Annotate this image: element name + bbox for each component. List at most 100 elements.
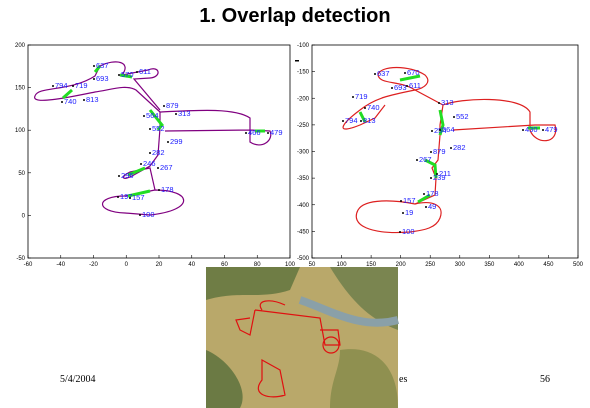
point-dot — [431, 130, 433, 132]
footer-text: es — [399, 374, 407, 385]
point-dot — [118, 175, 120, 177]
x-tick-label: -60 — [24, 262, 33, 268]
point-label: 282 — [453, 143, 466, 152]
point-label: 794 — [345, 116, 358, 125]
point-dot — [342, 120, 344, 122]
point-dot — [450, 147, 452, 149]
x-tick-label: 80 — [254, 262, 261, 268]
x-tick-label: 450 — [543, 262, 554, 268]
point-dot — [136, 71, 138, 73]
point-dot — [400, 200, 402, 202]
point-dot — [352, 96, 354, 98]
point-label: 246 — [143, 159, 156, 168]
point-label: 157 — [403, 196, 416, 205]
x-tick-label: 400 — [514, 262, 525, 268]
point-label: 637 — [377, 69, 390, 78]
point-dot — [542, 129, 544, 131]
point-dot — [149, 128, 151, 130]
point-label: 267 — [160, 163, 173, 172]
point-dot — [360, 120, 362, 122]
y-tick-label: -50 — [16, 256, 25, 262]
y-tick-label: -300 — [297, 150, 310, 156]
x-tick-label: 100 — [285, 262, 296, 268]
point-dot — [404, 72, 406, 74]
point-label: 693 — [394, 83, 407, 92]
point-label: 430 — [525, 125, 538, 134]
point-label: 479 — [545, 125, 558, 134]
point-dot — [402, 212, 404, 214]
point-dot — [416, 159, 418, 161]
y-tick-label: 200 — [15, 43, 26, 49]
y-tick-label: -150 — [297, 70, 310, 76]
point-dot — [364, 107, 366, 109]
point-dot — [117, 196, 119, 198]
point-dot — [391, 87, 393, 89]
point-dot — [430, 151, 432, 153]
y-tick-label: -250 — [297, 123, 310, 129]
point-label: 49 — [428, 202, 436, 211]
slide: 1. Overlap detection 5/4/2004 es 56 -60-… — [0, 0, 590, 408]
point-dot — [430, 177, 432, 179]
x-tick-label: 200 — [396, 262, 407, 268]
y-tick-label: 0 — [22, 213, 26, 219]
point-dot — [83, 99, 85, 101]
x-tick-label: 100 — [337, 262, 348, 268]
point-label: 282 — [152, 148, 165, 157]
point-dot — [267, 132, 269, 134]
y-tick-label: -100 — [297, 43, 310, 49]
point-label: 637 — [96, 61, 109, 70]
point-label: 100 — [142, 210, 155, 219]
point-label: 740 — [367, 103, 380, 112]
point-dot — [438, 102, 440, 104]
y-tick-label: 50 — [18, 171, 25, 177]
footer-page-number: 56 — [540, 374, 550, 385]
point-dot — [61, 101, 63, 103]
y-tick-label: 150 — [15, 86, 26, 92]
point-dot — [143, 115, 145, 117]
point-label: 719 — [355, 92, 368, 101]
x-tick-label: 50 — [309, 262, 316, 268]
point-dot — [374, 73, 376, 75]
x-tick-label: 250 — [425, 262, 436, 268]
point-label: 813 — [363, 116, 376, 125]
map-photo — [206, 267, 398, 408]
point-dot — [72, 85, 74, 87]
x-tick-label: 60 — [221, 262, 228, 268]
point-dot — [406, 85, 408, 87]
x-tick-label: 40 — [188, 262, 195, 268]
point-dot — [158, 189, 160, 191]
point-dot — [93, 65, 95, 67]
point-dot — [399, 231, 401, 233]
point-label: 813 — [86, 95, 99, 104]
point-label: 611 — [409, 81, 421, 90]
point-dot — [425, 206, 427, 208]
point-dot — [118, 74, 120, 76]
point-label: 479 — [270, 128, 283, 137]
point-dot — [423, 193, 425, 195]
point-label: 670 — [407, 68, 420, 77]
point-dot — [453, 116, 455, 118]
x-tick-label: 300 — [455, 262, 466, 268]
point-label: 466 — [248, 128, 261, 137]
point-label: 178 — [426, 189, 439, 198]
point-dot — [522, 129, 524, 131]
point-label: 611 — [139, 67, 151, 76]
point-label: 879 — [166, 101, 179, 110]
point-dot — [129, 197, 131, 199]
point-label: 19 — [405, 208, 413, 217]
point-label: 693 — [96, 74, 109, 83]
point-label: 296 — [121, 171, 134, 180]
y-tick-label: -500 — [297, 256, 310, 262]
point-dot — [163, 105, 165, 107]
point-dot — [157, 167, 159, 169]
x-tick-label: -40 — [56, 262, 65, 268]
y-tick-label: -200 — [297, 96, 310, 102]
point-label: 157 — [132, 193, 145, 202]
x-tick-label: 150 — [366, 262, 377, 268]
x-tick-label: 350 — [484, 262, 495, 268]
footer-date: 5/4/2004 — [60, 374, 96, 385]
slide-title: 1. Overlap detection — [199, 5, 390, 27]
point-dot — [149, 152, 151, 154]
point-dot — [93, 78, 95, 80]
point-label: 267 — [419, 155, 432, 164]
